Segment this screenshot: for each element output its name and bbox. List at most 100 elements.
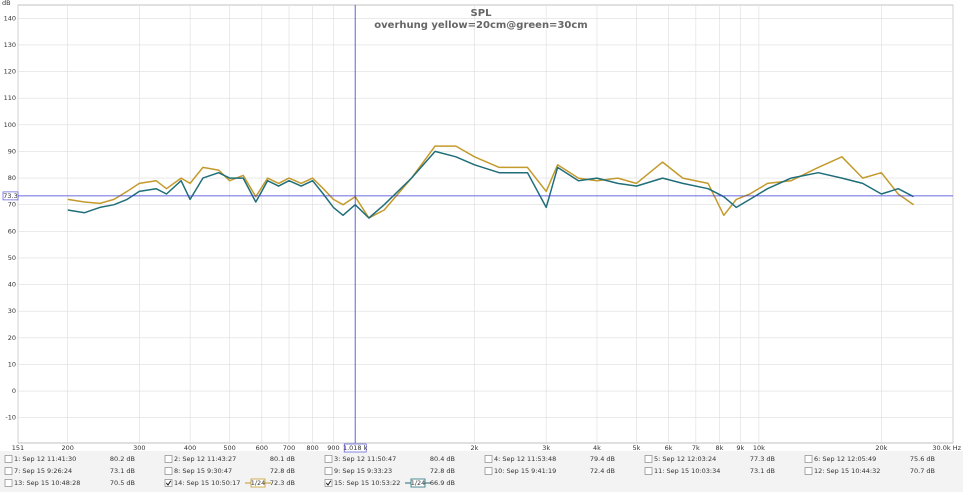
x-tick-label: 10k: [753, 444, 765, 452]
checkbox[interactable]: [4, 479, 13, 487]
chart-title: SPL: [471, 8, 493, 19]
y-tick-label: 10: [8, 360, 16, 368]
checkmark: [325, 480, 332, 486]
y-tick-label: 70: [8, 201, 16, 209]
measurement-level: 80.2 dB: [110, 455, 135, 463]
measurement-level: 66.9 dB: [430, 479, 455, 487]
checkbox[interactable]: [804, 455, 813, 463]
cursor-y-box: [2, 191, 19, 201]
checkbox[interactable]: [484, 467, 493, 475]
x-tick-label: 800: [306, 444, 318, 452]
measurement-level: 75.6 dB: [910, 455, 935, 463]
measurement-level: 73.1 dB: [110, 467, 135, 475]
x-tick-label: 2k: [471, 444, 479, 452]
checkbox[interactable]: [804, 467, 813, 475]
y-tick-label: 80: [8, 174, 16, 182]
x-tick-label: 300: [133, 444, 145, 452]
checkmark: [165, 480, 172, 486]
measurement-name[interactable]: 5: Sep 12 12:03:24: [654, 455, 716, 463]
smoothing-label: 1/24: [251, 479, 266, 487]
checkbox[interactable]: [164, 479, 173, 487]
x-tick-label: 6k: [665, 444, 673, 452]
measurement-name[interactable]: 12: Sep 15 10:44:32: [814, 467, 880, 475]
measurement-level: 80.1 dB: [270, 455, 295, 463]
measurement-name[interactable]: 7: Sep 15 9:26:24: [14, 467, 72, 475]
checkbox[interactable]: [164, 455, 173, 463]
x-tick-label: 4k: [593, 444, 601, 452]
measurement-name[interactable]: 14: Sep 15 10:50:17: [174, 479, 240, 487]
y-tick-label: 90: [8, 147, 16, 155]
measurement-name[interactable]: 13: Sep 15 10:48:28: [14, 479, 80, 487]
y-tick-label: 40: [8, 281, 16, 289]
measurement-name[interactable]: 4: Sep 12 11:53:48: [494, 455, 556, 463]
measurement-level: 72.3 dB: [270, 479, 295, 487]
y-tick-label: 130: [4, 41, 16, 49]
smoothing-label: 1/24: [411, 479, 426, 487]
grid: [17, 5, 954, 443]
checkbox[interactable]: [644, 467, 653, 475]
checkbox[interactable]: [4, 455, 13, 463]
x-tick-label: 20k: [875, 444, 887, 452]
measurement-level: 72.4 dB: [590, 467, 615, 475]
checkbox[interactable]: [324, 479, 333, 487]
measurement-level: 73.1 dB: [750, 467, 775, 475]
x-tick-label: 9k: [736, 444, 744, 452]
x-tick-label: 8k: [716, 444, 724, 452]
measurement-level: 77.3 dB: [750, 455, 775, 463]
x-tick-label: 200: [61, 444, 73, 452]
x-tick-label: 3k: [542, 444, 550, 452]
chart-subtitle: overhung yellow=20cm@green=30cm: [374, 20, 587, 31]
x-tick-label: 900: [327, 444, 339, 452]
x-tick-label: 151: [12, 444, 24, 452]
measurement-name[interactable]: 9: Sep 15 9:33:23: [334, 467, 392, 475]
cursor-y-label: 73.3: [3, 192, 17, 200]
y-tick-label: 50: [8, 254, 16, 262]
lines: [67, 145, 915, 219]
smoothing-box[interactable]: [410, 478, 426, 488]
y-tick-label: 110: [4, 94, 16, 102]
checkbox[interactable]: [164, 467, 173, 475]
x-tick-label: 400: [184, 444, 196, 452]
x-tick-label: 600: [256, 444, 268, 452]
measurement-name[interactable]: 10: Sep 15 9:41:19: [494, 467, 556, 475]
checkbox[interactable]: [644, 455, 653, 463]
plot-area: [17, 4, 954, 444]
measurement-level: 70.7 dB: [910, 467, 935, 475]
y-tick-label: -10: [5, 414, 16, 422]
measurement-name[interactable]: 6: Sep 12 12:05:49: [814, 455, 876, 463]
checkbox[interactable]: [484, 455, 493, 463]
measurement-level: 80.4 dB: [430, 455, 455, 463]
y-tick-label: 100: [4, 121, 16, 129]
measurement-list: 1: Sep 12 11:41:30 80.2 dB 2: Sep 12 11:43…: [4, 455, 935, 488]
cursor-x-label: 1.018 k: [343, 444, 368, 452]
axes: -10 0 10 20 30 40 50 60 70 80 90 100 110 120 130 140 151…: [4, 14, 962, 452]
measurement-name[interactable]: 8: Sep 15 9:30:47: [174, 467, 232, 475]
checkbox[interactable]: [4, 467, 13, 475]
y-tick-label: 140: [4, 14, 16, 22]
x-tick-label: 5k: [632, 444, 640, 452]
measurement-name[interactable]: 1: Sep 12 11:41:30: [14, 455, 76, 463]
x-tick-label: 30.0k Hz: [932, 444, 961, 452]
y-tick-label: 60: [8, 227, 16, 235]
y-tick-label: 30: [8, 307, 16, 315]
series-line: [67, 145, 915, 219]
x-tick-label: 500: [223, 444, 235, 452]
measurement-name[interactable]: 3: Sep 12 11:50:47: [334, 455, 396, 463]
y-axis-label: dB: [2, 0, 11, 7]
y-tick-label: 120: [4, 68, 16, 76]
measurement-level: 72.8 dB: [430, 467, 455, 475]
series-line: [67, 150, 914, 219]
x-tick-label: 700: [283, 444, 295, 452]
measurement-level: 72.8 dB: [270, 467, 295, 475]
measurement-name[interactable]: 2: Sep 12 11:43:27: [174, 455, 236, 463]
checkbox[interactable]: [324, 467, 333, 475]
y-tick-label: 0: [12, 387, 16, 395]
x-tick-label: 7k: [692, 444, 700, 452]
measurement-panel: [0, 451, 963, 492]
smoothing-box[interactable]: [250, 478, 266, 488]
cursor-x-box: [343, 443, 367, 453]
measurement-name[interactable]: 15: Sep 15 10:53:22: [334, 479, 400, 487]
checkbox[interactable]: [324, 455, 333, 463]
measurement-name[interactable]: 11: Sep 15 10:03:34: [654, 467, 720, 475]
